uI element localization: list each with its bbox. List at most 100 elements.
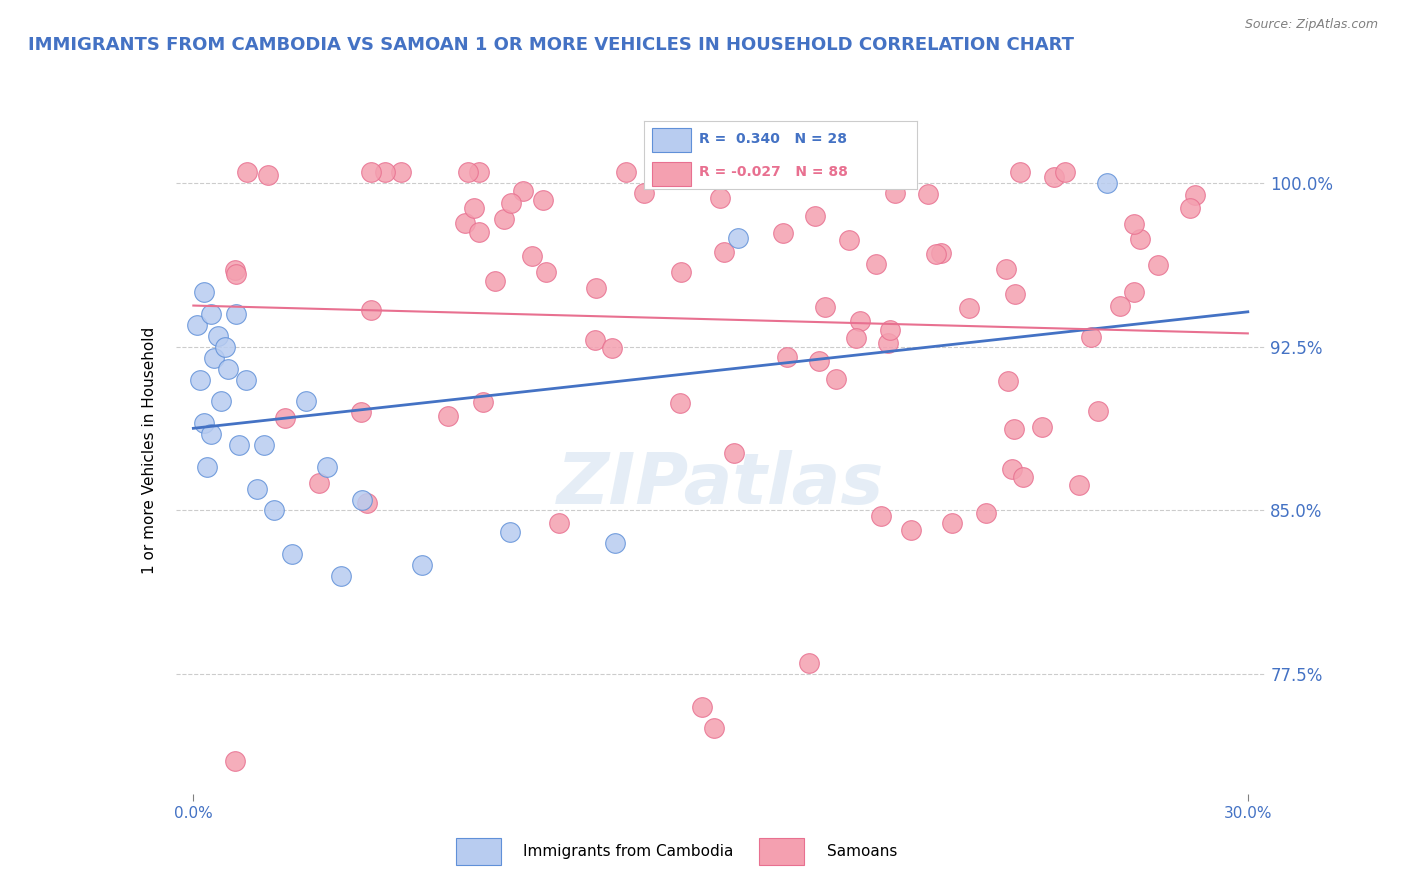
Point — [463, 202, 485, 216]
Point — [772, 227, 794, 241]
Point — [468, 165, 491, 179]
Point — [1147, 258, 1170, 272]
Point — [316, 459, 339, 474]
Point — [1184, 187, 1206, 202]
Point — [1000, 461, 1022, 475]
Point — [877, 335, 900, 350]
Point — [188, 373, 212, 387]
Point — [197, 459, 219, 474]
Point — [797, 656, 820, 670]
Point — [869, 509, 891, 524]
Point — [256, 168, 278, 182]
Point — [236, 165, 259, 179]
Point — [824, 372, 846, 386]
Point — [585, 281, 607, 295]
Point — [263, 503, 285, 517]
Text: Samoans: Samoans — [827, 845, 897, 859]
Point — [605, 536, 627, 550]
Point — [814, 300, 837, 314]
Point — [484, 274, 506, 288]
Point — [740, 165, 762, 179]
Point — [633, 186, 655, 200]
Point — [360, 303, 382, 318]
Point — [713, 244, 735, 259]
Point — [360, 165, 382, 179]
Point — [453, 216, 475, 230]
Point — [929, 246, 952, 260]
Point — [389, 165, 412, 179]
Point — [1080, 329, 1102, 343]
Point — [1069, 478, 1091, 492]
Point — [492, 211, 515, 226]
Point — [925, 247, 948, 261]
Point — [976, 506, 998, 520]
Point — [534, 265, 557, 279]
Point — [186, 318, 208, 332]
Point — [900, 523, 922, 537]
Point — [849, 165, 872, 179]
Point — [411, 558, 433, 572]
Point — [253, 438, 276, 452]
Point — [501, 196, 523, 211]
Point — [583, 333, 606, 347]
Point — [246, 482, 269, 496]
Point — [352, 492, 374, 507]
Point — [957, 301, 980, 315]
Point — [692, 699, 714, 714]
Point — [1031, 419, 1053, 434]
Point — [499, 525, 522, 540]
Point — [520, 248, 543, 262]
Point — [1087, 403, 1109, 417]
Point — [281, 547, 304, 561]
Point — [214, 340, 236, 354]
Point — [776, 350, 799, 364]
Text: ZIPatlas: ZIPatlas — [557, 450, 884, 519]
Point — [1043, 170, 1066, 185]
Point — [845, 331, 868, 345]
Y-axis label: 1 or more Vehicles in Household: 1 or more Vehicles in Household — [142, 326, 157, 574]
Point — [225, 267, 247, 281]
Point — [772, 165, 794, 179]
Point — [804, 209, 827, 223]
Point — [350, 405, 373, 419]
Point — [1053, 165, 1076, 179]
Point — [224, 754, 246, 768]
Point — [274, 410, 297, 425]
Point — [1109, 299, 1132, 313]
Point — [193, 416, 215, 430]
Point — [1004, 287, 1026, 301]
Point — [808, 353, 831, 368]
Point — [703, 722, 725, 736]
Point — [1008, 165, 1031, 179]
Point — [865, 257, 887, 271]
Point — [457, 165, 479, 179]
Point — [1178, 201, 1201, 215]
Point — [997, 374, 1019, 388]
Point — [548, 516, 571, 531]
Point — [917, 186, 939, 201]
Point — [1012, 470, 1035, 484]
Point — [912, 808, 935, 822]
Point — [308, 476, 330, 491]
Point — [211, 394, 233, 409]
Point — [941, 516, 963, 530]
Point — [723, 445, 745, 459]
Point — [224, 262, 246, 277]
Bar — [759, 838, 804, 865]
Point — [472, 395, 495, 409]
Point — [731, 165, 754, 179]
Point — [235, 373, 257, 387]
Text: Immigrants from Cambodia: Immigrants from Cambodia — [523, 845, 734, 859]
Point — [225, 307, 247, 321]
Point — [1122, 285, 1144, 300]
Point — [1129, 232, 1152, 246]
Point — [330, 569, 353, 583]
Point — [207, 329, 229, 343]
Point — [614, 165, 637, 179]
Text: IMMIGRANTS FROM CAMBODIA VS SAMOAN 1 OR MORE VEHICLES IN HOUSEHOLD CORRELATION C: IMMIGRANTS FROM CAMBODIA VS SAMOAN 1 OR … — [28, 36, 1074, 54]
Point — [200, 307, 222, 321]
Point — [356, 495, 378, 509]
Text: Source: ZipAtlas.com: Source: ZipAtlas.com — [1244, 18, 1378, 31]
Point — [1122, 217, 1144, 231]
Point — [849, 314, 872, 328]
